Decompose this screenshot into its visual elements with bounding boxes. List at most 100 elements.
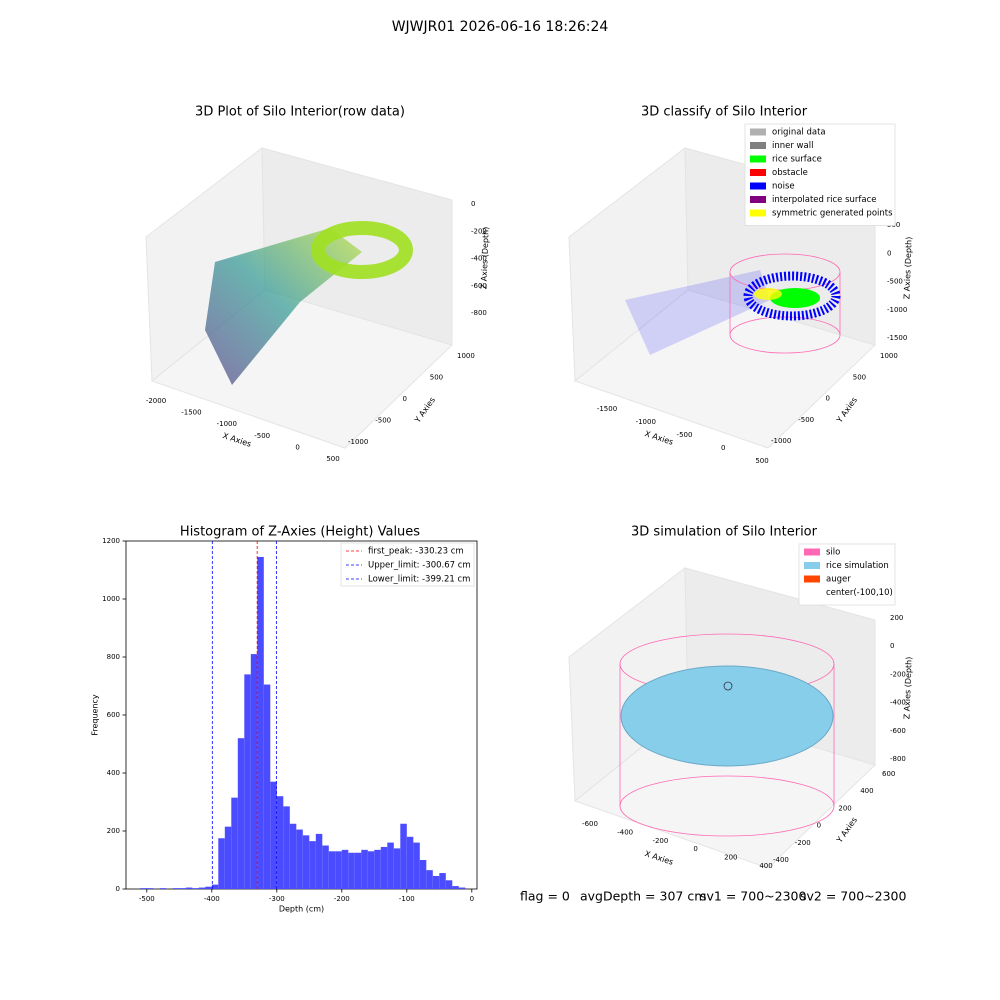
hist-bar (367, 851, 375, 889)
y-tick-label: 0 (403, 395, 407, 403)
x-tick-label: 0 (470, 895, 474, 903)
y-axis-label: Y Axies (834, 816, 859, 846)
hist-bar (413, 842, 420, 889)
z-tick-label: -800 (471, 309, 487, 317)
panel-1-scene (145, 147, 453, 449)
x-tick-label: -400 (617, 828, 633, 836)
z-tick-label: -800 (890, 755, 906, 763)
hist-bar (354, 852, 362, 889)
y-tick-label: 600 (882, 770, 895, 778)
footer-text: avgDepth = 307 cm (580, 889, 706, 904)
x-tick-label: -1000 (217, 420, 237, 428)
x-tick-label: -200 (652, 837, 668, 845)
y-tick-label: -200 (795, 839, 811, 847)
z-axis-label: Z Axies (Depth) (479, 227, 490, 290)
hist-bar (322, 845, 329, 889)
legend-label: inner wall (772, 141, 813, 151)
y-tick-label: 400 (107, 769, 120, 777)
x-axis-label: X Axies (222, 431, 253, 449)
z-tick-label: -200 (890, 670, 906, 678)
x-tick-label: 500 (326, 455, 339, 463)
legend-label: rice simulation (826, 561, 889, 571)
y-tick-label: 200 (107, 827, 120, 835)
y-tick-label: 800 (107, 653, 120, 661)
chart-title: 3D classify of Silo Interior (641, 105, 808, 120)
legend-box (340, 542, 475, 587)
z-axis-label: Z Axies (Depth) (902, 237, 913, 300)
hist-bar (263, 684, 271, 889)
z-tick-label: 200 (890, 614, 903, 622)
hist-bar (172, 888, 180, 889)
hist-bar (315, 833, 323, 889)
chart-title: Histogram of Z-Axies (Height) Values (180, 525, 420, 540)
legend-label: rice surface (772, 155, 822, 165)
legend-label: original data (772, 128, 826, 138)
hist-bar (179, 888, 186, 889)
hist-bar (439, 873, 446, 889)
legend-label: Lower_limit: -399.21 cm (368, 575, 470, 585)
legend-label: Upper_limit: -300.67 cm (368, 561, 471, 571)
legend-patch (804, 562, 820, 569)
x-tick-label: -500 (254, 432, 270, 440)
hist-bar (224, 826, 232, 889)
x-tick-label: -600 (582, 820, 598, 828)
hist-bar (257, 556, 264, 889)
z-tick-label: 0 (890, 642, 894, 650)
x-tick-label: -200 (334, 895, 350, 903)
y-tick-label: 1000 (880, 352, 898, 360)
hist-bar (185, 887, 193, 889)
y-tick-label: 1200 (102, 537, 120, 545)
legend-patch (750, 155, 766, 163)
y-tick-label: -500 (798, 416, 814, 424)
footer-text: flag = 0 (520, 889, 570, 904)
z-tick-label: -600 (471, 282, 487, 290)
hist-bar (270, 781, 277, 889)
panel-4-scene (568, 567, 876, 869)
legend-label: symmetric generated points (772, 209, 893, 219)
hist-bar (393, 848, 401, 889)
y-tick-label: 200 (838, 804, 851, 812)
x-tick-label: -2000 (146, 397, 166, 405)
hist-bar (198, 887, 206, 889)
legend-label: interpolated rice surface (772, 195, 877, 205)
x-tick-label: -500 (139, 895, 155, 903)
legend-label: noise (772, 182, 795, 192)
hist-bar (458, 887, 466, 889)
y-axis-label: Frequency (91, 694, 100, 736)
hist-bar (296, 829, 303, 889)
suptitle: WJWJR01 2026-06-16 18:26:24 (392, 19, 609, 35)
hist-bar (406, 836, 414, 889)
footer-text: sv1 = 700~2300 (700, 889, 806, 904)
legend-patch (804, 575, 820, 583)
hist-bar (192, 888, 199, 889)
x-tick-label: 0 (721, 444, 725, 452)
chart-title: 3D simulation of Silo Interior (631, 525, 818, 540)
legend-patch (750, 128, 766, 136)
hist-bar (140, 888, 147, 889)
hist-bar (341, 849, 349, 889)
x-axis-label: Depth (cm) (279, 905, 324, 914)
y-tick-label: 500 (430, 374, 443, 382)
z-tick-label: -1000 (887, 306, 907, 314)
z-tick-label: -500 (887, 278, 903, 286)
legend-patch (750, 209, 766, 217)
x-tick-label: -500 (677, 431, 693, 439)
hist-bar (426, 870, 433, 889)
chart-title: 3D Plot of Silo Interior(row data) (195, 105, 405, 120)
z-tick-label: -400 (471, 255, 487, 263)
hist-bar (452, 886, 459, 889)
x-tick-label: 0 (693, 845, 697, 853)
hist-bar (309, 841, 316, 889)
y-tick-label: 500 (853, 373, 866, 381)
hist-bar (205, 886, 212, 889)
hist-bar (380, 846, 388, 889)
hist-bar (432, 875, 440, 889)
y-tick-label: 0 (116, 885, 120, 893)
y-tick-label: 0 (817, 822, 821, 830)
z-tick-label: -600 (890, 727, 906, 735)
z-axis-label: Z Axies (Depth) (902, 657, 913, 720)
hist-bar (400, 823, 407, 889)
x-tick-label: -400 (204, 895, 220, 903)
hist-bar (146, 888, 154, 889)
